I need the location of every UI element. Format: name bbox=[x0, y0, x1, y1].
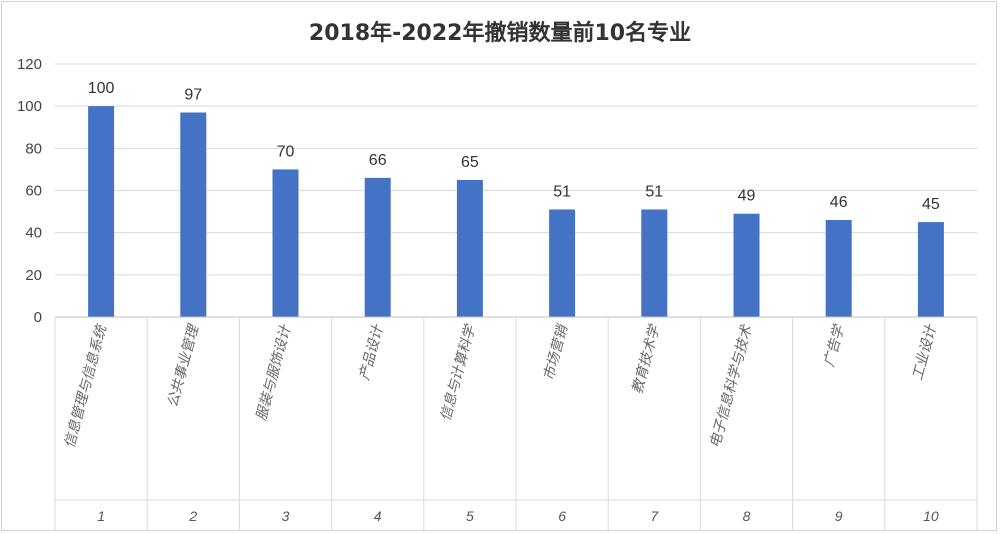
x-category-label-10: 工业设计 bbox=[910, 322, 940, 382]
chart-title: 2018年-2022年撤销数量前10名专业 bbox=[309, 20, 691, 46]
y-tick-label-20: 20 bbox=[25, 267, 42, 284]
y-tick-label-0: 0 bbox=[34, 309, 42, 326]
bar-9 bbox=[825, 220, 852, 317]
bar-10 bbox=[917, 222, 944, 317]
bar-7 bbox=[641, 209, 668, 317]
data-label-3: 70 bbox=[277, 143, 295, 160]
data-labels: 100 97 70 66 65 51 51 49 46 45 bbox=[88, 80, 940, 213]
data-label-7: 51 bbox=[645, 183, 663, 200]
x-category-label-8: 电子信息科学与技术 bbox=[707, 322, 756, 450]
x-category-label-6: 市场营销 bbox=[541, 321, 572, 382]
x-rank-label-5: 5 bbox=[466, 508, 474, 524]
data-label-9: 46 bbox=[830, 194, 848, 211]
x-rank-label-4: 4 bbox=[374, 508, 382, 524]
data-label-2: 97 bbox=[184, 86, 202, 103]
x-rank-label-2: 2 bbox=[188, 508, 197, 524]
x-axis-table: 信息管理与信息系统 1 公共事业管理 2 服装与服饰设计 3 产品设计 4 信息与计算科学 5 市场… bbox=[54, 316, 978, 530]
y-tick-label-100: 100 bbox=[17, 98, 42, 115]
data-label-8: 49 bbox=[738, 188, 756, 205]
y-tick-label-120: 120 bbox=[17, 56, 42, 73]
x-category-label-4: 产品设计 bbox=[357, 322, 387, 382]
x-category-label-1: 信息管理与信息系统 bbox=[62, 322, 111, 450]
y-tick-label-40: 40 bbox=[25, 225, 42, 242]
data-label-1: 100 bbox=[88, 80, 115, 97]
bar-2 bbox=[180, 112, 207, 317]
x-category-label-2: 公共事业管理 bbox=[165, 322, 203, 409]
data-label-10: 45 bbox=[922, 196, 940, 213]
x-category-label-5: 信息与计算科学 bbox=[438, 322, 479, 423]
x-category-label-7: 教育技术学 bbox=[630, 322, 664, 396]
y-tick-label-60: 60 bbox=[25, 183, 42, 200]
x-rank-label-8: 8 bbox=[743, 508, 751, 524]
bars bbox=[88, 106, 944, 318]
bar-5 bbox=[456, 179, 483, 317]
bar-8 bbox=[733, 213, 760, 317]
x-rank-label-7: 7 bbox=[650, 508, 659, 524]
y-axis-ticks: 0 20 40 60 80 100 120 bbox=[17, 56, 42, 326]
x-rank-label-1: 1 bbox=[97, 508, 105, 524]
x-rank-label-10: 10 bbox=[923, 508, 939, 524]
x-rank-label-3: 3 bbox=[282, 508, 290, 524]
bar-1 bbox=[88, 106, 115, 318]
x-rank-label-9: 9 bbox=[835, 508, 843, 524]
data-label-4: 66 bbox=[369, 152, 387, 169]
data-label-5: 65 bbox=[461, 154, 479, 171]
x-category-label-3: 服装与服饰设计 bbox=[254, 322, 295, 423]
x-category-label-9: 广告学 bbox=[821, 322, 848, 369]
data-label-6: 51 bbox=[553, 183, 571, 200]
bar-3 bbox=[272, 169, 299, 317]
bar-4 bbox=[364, 177, 391, 317]
bar-6 bbox=[549, 209, 576, 317]
y-tick-label-80: 80 bbox=[25, 140, 42, 157]
x-rank-label-6: 6 bbox=[558, 508, 566, 524]
